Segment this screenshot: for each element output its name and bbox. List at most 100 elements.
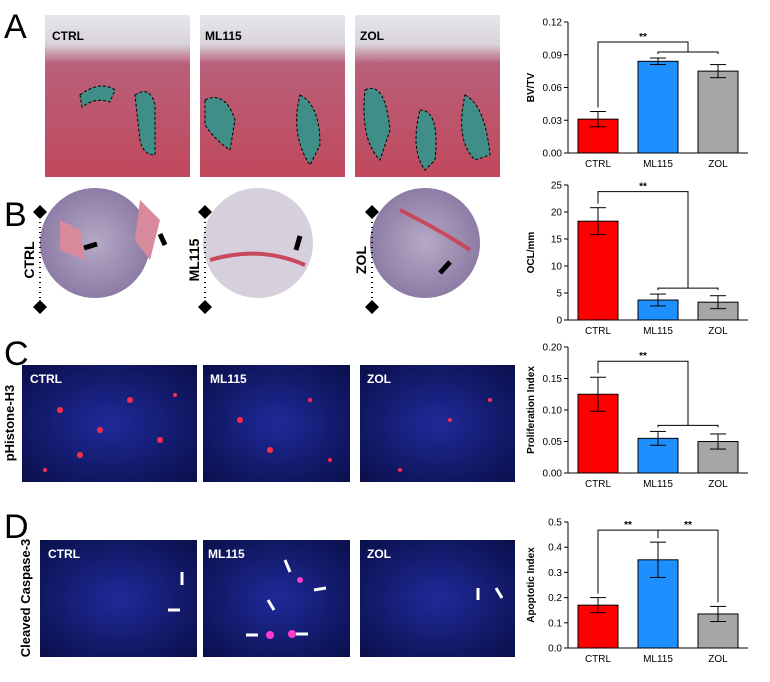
image-label: ZOL	[353, 246, 369, 274]
trabecula	[204, 94, 321, 166]
y-axis-label: Apoptotic Index	[526, 547, 537, 623]
y-tick-label: 0	[556, 316, 562, 327]
x-tick-label: ZOL	[708, 479, 728, 490]
row-a-images	[45, 15, 500, 177]
bar	[577, 220, 619, 321]
bar-chart: 0.00 0.03 0.06 0.09 0.12 BV/TV CTRL ML115 ZOL **	[526, 18, 748, 170]
image-label: ZOL	[360, 29, 384, 43]
significance: **	[639, 182, 647, 193]
x-tick-label: ZOL	[708, 159, 728, 170]
y-tick-label: 0.00	[543, 149, 563, 160]
significance: **	[624, 520, 632, 531]
panel-letter: D	[4, 508, 29, 546]
error-bar	[650, 430, 666, 446]
y-axis-label: Proliferation Index	[526, 366, 537, 454]
y-tick-label: 25	[551, 181, 563, 192]
x-tick-label: CTRL	[585, 159, 612, 170]
image-label: CTRL	[30, 372, 62, 386]
error-bar	[710, 64, 726, 79]
sub-bracket	[657, 424, 719, 428]
x-tick-label: ML115	[643, 479, 673, 490]
significance: **	[684, 520, 692, 531]
row-b-images	[33, 188, 480, 314]
image-label: CTRL	[48, 547, 80, 561]
row-label: pHistone-H3	[2, 385, 17, 462]
error-bar	[650, 541, 666, 578]
trabecula	[79, 85, 156, 156]
image	[203, 540, 350, 657]
row-label: Cleaved Caspase-3	[18, 539, 33, 658]
image	[203, 188, 313, 298]
bar-chart: 0.00 0.05 0.10 0.15 0.20 Proliferation Index C…	[526, 343, 748, 490]
error-bar	[590, 111, 606, 128]
y-tick-label: 0.00	[543, 469, 563, 480]
error-bar	[590, 207, 606, 236]
image	[22, 365, 197, 482]
y-tick-label: 20	[551, 208, 563, 219]
y-tick-label: 0.3	[548, 568, 562, 579]
y-tick-label: 0.06	[543, 83, 563, 94]
row-c-images	[22, 365, 515, 482]
panel-letter: B	[4, 196, 27, 234]
osteoclast	[399, 208, 472, 252]
image	[45, 15, 190, 177]
y-tick-label: 0.4	[548, 543, 562, 554]
significance: **	[639, 351, 647, 362]
y-tick-label: 0.05	[543, 437, 563, 448]
bar-chart: 0.0 0.1 0.2 0.3 0.4 0.5 Apoptotic Index CTRL ML1…	[526, 518, 748, 665]
trabecula	[363, 88, 491, 171]
y-axis-label: OCL/mm	[526, 232, 537, 274]
image-label: ML115	[210, 372, 247, 386]
image	[40, 540, 197, 657]
y-tick-label: 0.5	[548, 518, 562, 529]
image	[203, 365, 350, 482]
image	[200, 15, 345, 177]
image-label: ML115	[208, 547, 245, 561]
bracket	[597, 41, 689, 108]
row-d-images	[40, 540, 515, 657]
x-tick-label: CTRL	[585, 479, 612, 490]
x-tick-label: ML115	[643, 159, 673, 170]
y-tick-label: 0.1	[548, 618, 562, 629]
y-tick-label: 5	[556, 289, 562, 300]
image	[360, 540, 515, 657]
bar-chart: 0 5 10 15 20 25 OCL/mm CTRL ML115 ZOL **	[526, 181, 748, 337]
bracket	[657, 529, 719, 603]
significance: **	[639, 32, 647, 43]
y-tick-label: 0.2	[548, 593, 562, 604]
bar	[697, 70, 739, 154]
error-bar	[710, 433, 726, 450]
arrows	[83, 232, 452, 275]
y-tick-label: 0.10	[543, 406, 563, 417]
sub-bracket	[657, 287, 719, 291]
y-tick-label: 0.20	[543, 343, 563, 354]
y-tick-label: 0.12	[543, 18, 563, 29]
y-tick-label: 10	[551, 262, 563, 273]
sub-bracket	[657, 51, 719, 55]
error-bar	[650, 57, 666, 66]
bar	[637, 60, 679, 154]
x-tick-label: CTRL	[585, 654, 612, 665]
arrows	[168, 559, 504, 637]
image-label: ZOL	[367, 372, 391, 386]
x-tick-label: ML115	[643, 654, 673, 665]
image-label: ZOL	[367, 547, 391, 561]
y-tick-label: 0.09	[543, 50, 563, 61]
panel-letter: A	[4, 8, 27, 46]
bar	[637, 437, 679, 474]
y-tick-label: 15	[551, 235, 563, 246]
x-tick-label: CTRL	[585, 326, 612, 337]
image-label: ML115	[186, 238, 202, 281]
y-tick-label: 0.0	[548, 644, 562, 655]
x-tick-label: ZOL	[708, 654, 728, 665]
panel-letter: C	[4, 335, 29, 373]
error-bar	[590, 597, 606, 614]
bracket	[597, 191, 689, 289]
x-tick-label: ZOL	[708, 326, 728, 337]
error-bar	[650, 293, 666, 307]
osteoclast	[60, 200, 160, 260]
image	[370, 188, 480, 298]
error-bar	[590, 376, 606, 412]
error-bar	[710, 605, 726, 623]
